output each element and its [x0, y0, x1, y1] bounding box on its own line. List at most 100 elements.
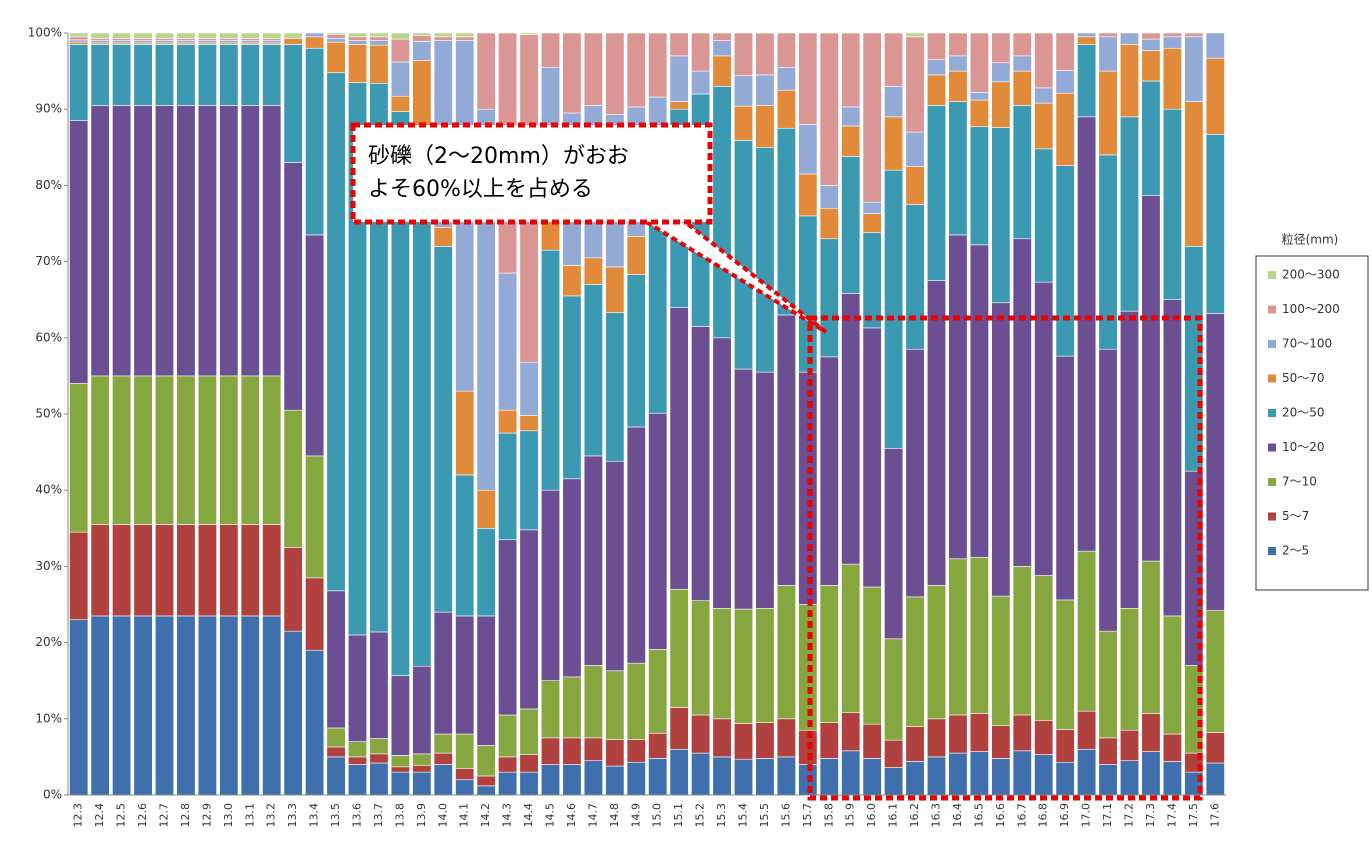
bar-segment — [669, 55, 689, 102]
bar-segment — [197, 38, 217, 41]
bar-segment — [240, 32, 260, 39]
x-tick-label: 14.5 — [544, 803, 557, 828]
y-tick-label: 70% — [35, 254, 62, 268]
bar-segment — [841, 750, 861, 796]
bar-segment — [1077, 710, 1097, 750]
bar-segment — [733, 368, 754, 610]
bar-segment — [455, 615, 475, 735]
bar-segment — [133, 40, 153, 44]
bar-segment — [776, 89, 796, 129]
bar-segment — [605, 739, 625, 767]
bar-segment — [240, 38, 260, 41]
bar-segment — [455, 390, 475, 476]
bar-segment — [776, 718, 796, 758]
bar-segment — [1034, 32, 1054, 89]
bar-segment — [712, 86, 732, 339]
bar-segment — [1098, 348, 1118, 632]
bar-segment — [776, 66, 796, 91]
bar-segment — [862, 327, 882, 588]
bar-segment — [1055, 32, 1075, 71]
bar-segment — [733, 608, 754, 724]
bar-segment — [519, 415, 539, 432]
bar-segment — [1162, 761, 1182, 796]
bar-segment — [305, 36, 325, 49]
bar-segment — [776, 314, 796, 586]
x-tick-label: 14.7 — [586, 803, 599, 828]
bar-segment — [219, 615, 239, 796]
bar-segment — [1077, 36, 1097, 45]
bar-segment — [669, 307, 689, 590]
highlight-box — [807, 315, 1203, 801]
bar-segment — [819, 758, 839, 796]
bar-segment — [1141, 560, 1161, 714]
bar-segment — [176, 615, 196, 796]
bar-segment — [197, 40, 217, 44]
bar-segment — [562, 265, 582, 297]
bar-segment — [969, 556, 989, 714]
bar-segment — [283, 162, 303, 411]
bar-segment — [1205, 313, 1225, 611]
x-tick-label: 15.0 — [651, 803, 664, 828]
bar-segment — [819, 356, 839, 586]
bar-segment — [498, 771, 518, 796]
bar-segment — [154, 44, 175, 106]
bar-segment — [197, 105, 217, 377]
bar-segment — [90, 32, 110, 39]
bar-segment — [991, 62, 1011, 83]
bar-segment — [283, 547, 303, 632]
x-tick-label: 14.1 — [458, 803, 471, 828]
bar-segment — [390, 61, 410, 97]
x-tick-label: 16.8 — [1037, 803, 1050, 828]
bar-segment — [819, 585, 839, 723]
bar-segment — [112, 524, 132, 617]
bar-segment — [412, 764, 432, 773]
bar-segment — [262, 615, 282, 796]
bar-segment — [583, 32, 603, 106]
bar-segment — [648, 649, 668, 734]
bar-segment — [326, 590, 346, 729]
bar-segment — [305, 455, 325, 579]
bar-segment — [1141, 32, 1161, 40]
bar-segment — [926, 32, 947, 60]
bar-segment — [862, 232, 882, 329]
legend-swatch — [1268, 512, 1276, 521]
bar-segment — [1119, 116, 1140, 312]
bar-segment — [691, 70, 711, 95]
bar-segment — [841, 293, 861, 565]
bar-segment — [433, 227, 453, 247]
bar-segment — [884, 739, 904, 768]
bar-segment — [369, 40, 389, 46]
x-tick-label: 16.0 — [865, 803, 878, 828]
legend-swatch — [1268, 374, 1276, 383]
bar-segment — [1162, 299, 1182, 617]
bar-segment — [369, 762, 389, 796]
bar-segment — [948, 32, 968, 57]
bar-segment — [1055, 70, 1075, 94]
x-tick-label: 15.6 — [779, 803, 792, 828]
bar-segment — [712, 756, 732, 796]
bar-segment — [390, 95, 410, 112]
bar-segment — [69, 44, 89, 121]
x-tick-label: 14.0 — [436, 803, 449, 828]
bar-segment — [1141, 195, 1161, 562]
bar-segment — [755, 371, 775, 609]
bar-segment — [1077, 44, 1097, 118]
bar-segment — [133, 375, 153, 525]
bar-segment — [626, 274, 646, 428]
bar-segment — [1077, 550, 1097, 712]
bar-segment — [1141, 50, 1161, 82]
bar-segment — [605, 670, 625, 740]
bar-segment — [176, 105, 196, 377]
bar-segment — [733, 140, 754, 370]
bar-segment — [841, 32, 861, 108]
bar-segment — [862, 723, 882, 759]
bar-segment — [712, 40, 732, 57]
bar-segment — [776, 585, 796, 720]
x-tick-label: 13.5 — [329, 803, 342, 828]
bar-segment — [369, 36, 389, 41]
bar-segment — [176, 40, 196, 44]
bar-segment — [991, 758, 1011, 796]
bar-segment — [1184, 36, 1204, 102]
bar-segment — [1012, 750, 1032, 796]
bar-segment — [112, 105, 132, 377]
